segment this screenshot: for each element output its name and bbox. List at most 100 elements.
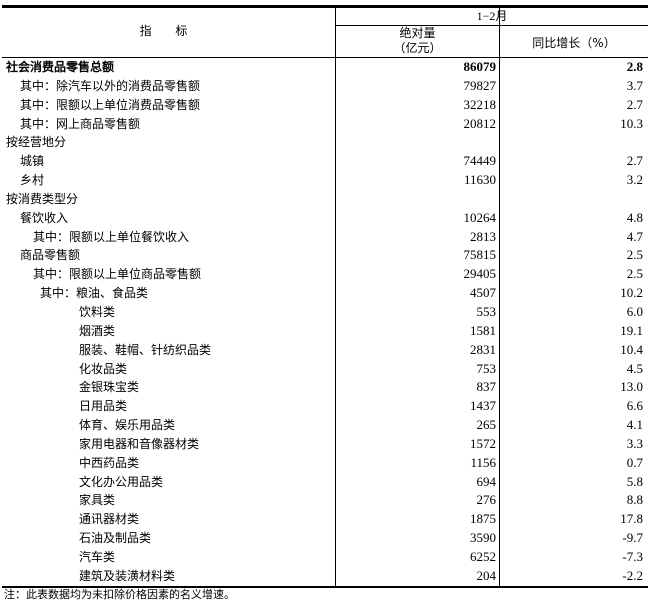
table-row: 饮料类 553 6.0 [2,303,648,322]
table-row: 乡村 11630 3.2 [2,171,648,190]
row-yoy: -7.3 [622,548,643,564]
row-label: 商品零售额 [20,248,81,263]
header-period: 1−2月 [336,8,648,26]
table-row: 体育、娱乐用品类 265 4.1 [2,416,648,435]
row-yoy: 3.7 [626,77,643,93]
header-absolute-unit: （亿元） [393,41,442,55]
row-value: 276 [476,492,497,508]
row-value: 74449 [463,153,497,169]
row-label: 日用品类 [79,399,128,414]
row-label: 其中：网上商品零售额 [20,116,141,131]
table-row: 家具类 276 8.8 [2,491,648,510]
row-value: 1581 [470,322,496,338]
row-yoy: 3.2 [626,172,643,188]
row-yoy: 3.3 [626,435,643,451]
table-row: 其中：粮油、食品类 4507 10.2 [2,284,648,303]
row-label: 汽车类 [79,549,116,564]
row-label: 通讯器材类 [79,512,140,527]
row-yoy: 4.1 [626,417,643,433]
table-row: 家用电器和音像器材类 1572 3.3 [2,435,648,454]
row-value: 86079 [463,59,497,74]
table-row: 城镇 74449 2.7 [2,152,648,171]
table-row: 其中：限额以上单位消费品零售额 32218 2.7 [2,96,648,115]
row-value: 6252 [470,548,496,564]
row-label: 其中：限额以上单位餐饮收入 [33,229,190,244]
table-row: 其中：除汽车以外的消费品零售额 79827 3.7 [2,77,648,96]
table-row: 建筑及装潢材料类 204 -2.2 [2,567,648,586]
row-value: 20812 [463,115,497,131]
row-yoy: 4.7 [626,228,643,244]
table-row: 其中：限额以上单位商品零售额 29405 2.5 [2,265,648,284]
row-value: 265 [476,417,497,433]
row-label: 建筑及装潢材料类 [79,568,176,583]
row-label: 城镇 [20,154,45,169]
row-value: 79827 [463,77,497,93]
table-row: 金银珠宝类 837 13.0 [2,378,648,397]
table-row: 商品零售额 75815 2.5 [2,246,648,265]
row-label: 中西药品类 [79,455,140,470]
row-yoy: 13.0 [620,379,643,395]
row-label: 其中：除汽车以外的消费品零售额 [20,78,201,93]
row-yoy: 2.5 [626,266,643,282]
row-value: 3590 [470,530,496,546]
row-value: 75815 [463,247,497,263]
table-row: 按消费类型分 [2,190,648,209]
row-yoy: -9.7 [622,530,643,546]
row-value: 837 [476,379,497,395]
table-row: 化妆品类 753 4.5 [2,360,648,379]
table-row: 其中：网上商品零售额 20812 10.3 [2,115,648,134]
row-label: 乡村 [20,173,45,188]
row-value: 11630 [463,172,496,188]
table-row: 日用品类 1437 6.6 [2,397,648,416]
table-row: 烟酒类 1581 19.1 [2,322,648,341]
row-value: 2813 [470,228,496,244]
row-label: 其中：限额以上单位商品零售额 [33,267,202,282]
row-value: 1572 [470,435,496,451]
row-yoy: 8.8 [626,492,643,508]
row-value: 10264 [463,209,497,225]
row-value: 29405 [463,266,497,282]
table-header: 指 标 1−2月 绝对量 （亿元） 同比增长（%） [2,8,648,58]
column-divider [499,8,500,586]
row-yoy: 10.2 [620,285,643,301]
row-yoy: 0.7 [626,454,643,470]
row-label: 按消费类型分 [6,191,79,206]
row-value: 1437 [470,398,496,414]
row-yoy: 17.8 [620,511,643,527]
row-value: 694 [476,473,497,489]
column-divider [335,8,336,586]
retail-sales-table: 指 标 1−2月 绝对量 （亿元） 同比增长（%） 社会消费品零售总额 86079… [2,5,648,588]
row-yoy: 2.5 [626,247,643,263]
row-yoy: 6.6 [626,398,643,414]
row-label: 文化办公用品类 [79,474,164,489]
row-yoy: 2.7 [626,96,643,112]
table-row: 汽车类 6252 -7.3 [2,548,648,567]
table-body: 社会消费品零售总额 86079 2.8 其中：除汽车以外的消费品零售额 79827 3.7… [2,58,648,586]
table-row: 其中：限额以上单位餐饮收入 2813 4.7 [2,228,648,247]
row-yoy: 4.8 [626,209,643,225]
row-yoy: 19.1 [620,322,643,338]
row-yoy: -2.2 [622,567,643,583]
row-value: 1875 [470,511,496,527]
table-row: 按经营地分 [2,133,648,152]
row-label: 家用电器和音像器材类 [79,436,200,451]
row-yoy: 4.5 [626,360,643,376]
row-label: 石油及制品类 [79,531,152,546]
row-yoy: 6.0 [626,303,643,319]
row-yoy: 5.8 [626,473,643,489]
row-value: 204 [476,567,497,583]
row-value: 753 [476,360,497,376]
row-value: 4507 [470,285,496,301]
header-absolute: 绝对量 （亿元） [336,26,499,56]
row-label: 餐饮收入 [20,210,69,225]
row-label: 按经营地分 [6,135,67,150]
row-value: 553 [476,303,497,319]
row-label: 饮料类 [79,304,116,319]
row-label: 其中：限额以上单位消费品零售额 [20,97,201,112]
table-row: 文化办公用品类 694 5.8 [2,473,648,492]
row-label: 化妆品类 [79,361,128,376]
row-label: 烟酒类 [79,323,116,338]
row-label: 服装、鞋帽、针纺织品类 [79,342,212,357]
table-row: 通讯器材类 1875 17.8 [2,510,648,529]
row-label: 家具类 [79,493,116,508]
